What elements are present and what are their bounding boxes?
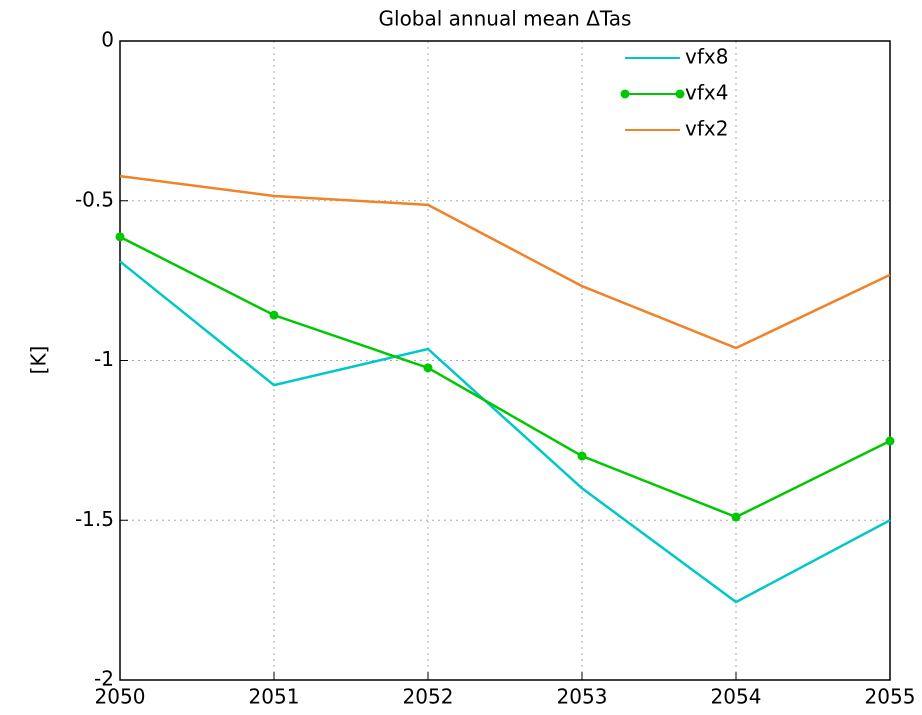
point — [577, 451, 587, 461]
y-tick-label: -2 — [94, 667, 114, 691]
legend-label: vfx4 — [685, 81, 728, 105]
y-axis-label: [K] — [27, 346, 51, 375]
x-tick-label: 2052 — [403, 685, 454, 709]
series-line — [119, 235, 891, 519]
y-tick-label: -1 — [94, 347, 114, 371]
x-tick-label: 2055 — [865, 685, 916, 709]
point — [269, 310, 279, 320]
point — [115, 232, 125, 242]
x-tick-label: 2050 — [95, 685, 146, 709]
legend-label: vfx8 — [685, 45, 728, 69]
legend-label: vfx2 — [685, 117, 728, 141]
x-tick-label: 2051 — [249, 685, 300, 709]
point — [731, 512, 741, 522]
y-tick-label: -0.5 — [75, 187, 114, 211]
plot-frame — [119, 40, 891, 681]
legend-marker — [620, 89, 630, 99]
point — [423, 363, 433, 373]
chart-title: Global annual mean ΔTas — [379, 7, 632, 31]
x-tick-label: 2054 — [711, 685, 762, 709]
series-line — [119, 174, 891, 350]
y-tick-label: 0 — [101, 28, 114, 52]
y-tick-label: -1.5 — [75, 507, 114, 531]
series-line — [119, 260, 891, 604]
point — [885, 436, 895, 446]
x-tick-label: 2053 — [557, 685, 608, 709]
legend-marker — [675, 89, 685, 99]
